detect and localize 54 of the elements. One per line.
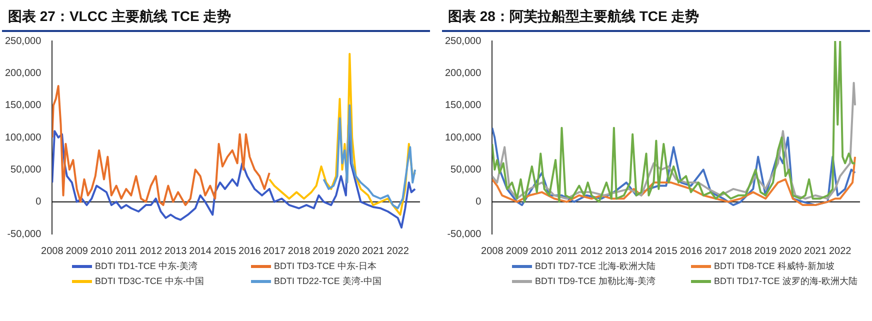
y-tick-label: 250,000 (444, 36, 482, 47)
x-tick-label: 2013 (605, 246, 628, 257)
x-tick-label: 2017 (704, 246, 728, 257)
y-tick-label: 250,000 (4, 36, 42, 47)
x-tick-label: 2012 (140, 246, 162, 257)
x-tick-label: 2009 (506, 246, 529, 257)
y-tick-label: 100,000 (444, 132, 482, 144)
x-tick-label: 2022 (386, 246, 410, 257)
legend-label: BDTI TD8-TCE 科威特-新加坡 (714, 260, 834, 273)
x-tick-label: 2021 (362, 246, 385, 257)
x-tick-label: 2017 (263, 246, 286, 257)
x-tick-label: 2015 (655, 246, 678, 257)
legend-label: BDTI TD9-TCE 加勒比海-美湾 (535, 275, 656, 288)
x-tick-label: 2011 (115, 246, 138, 257)
y-tick-label: 200,000 (444, 68, 482, 79)
y-tick-label: 50,000 (450, 164, 482, 176)
x-tick-label: 2022 (828, 246, 852, 257)
legend-label: BDTI TD1-TCE 中东-美湾 (95, 260, 198, 273)
x-tick-label: 2019 (312, 246, 336, 257)
x-tick-label: 2018 (730, 246, 752, 257)
x-tick-label: 2016 (238, 246, 262, 257)
x-tick-label: 2021 (804, 246, 827, 257)
x-tick-label: 2009 (66, 246, 88, 257)
y-tick-label: 50,000 (10, 164, 42, 176)
y-tick-label: 200,000 (4, 68, 42, 79)
legend-label: BDTI TD3C-TCE 中东-中国 (95, 275, 204, 288)
x-tick-label: 2008 (41, 246, 64, 257)
x-tick-label: 2014 (189, 246, 212, 257)
legend-label: BDTI TD17-TCE 波罗的海-欧洲大陆 (714, 275, 858, 288)
x-tick-label: 2018 (288, 246, 311, 257)
y-tick-label: -50,000 (7, 228, 42, 240)
x-tick-label: 2015 (214, 246, 237, 257)
chart-title: 图表 27：VLCC 主要航线 TCE 走势 (2, 2, 430, 32)
x-tick-label: 2011 (556, 246, 578, 257)
y-tick-label: 100,000 (4, 132, 42, 144)
x-tick-label: 2012 (580, 246, 604, 257)
x-tick-label: 2019 (754, 246, 778, 257)
y-tick-label: 150,000 (444, 100, 482, 112)
y-tick-label: 150,000 (4, 100, 42, 112)
x-tick-label: 2010 (90, 246, 114, 257)
y-tick-label: 0 (476, 196, 482, 208)
chart-title: 图表 28：阿芙拉船型主要航线 TCE 走势 (442, 2, 870, 32)
legend-label: BDTI TD7-TCE 北海-欧洲大陆 (535, 260, 656, 273)
x-tick-label: 2020 (337, 246, 360, 257)
y-tick-label: -50,000 (447, 228, 482, 240)
x-tick-label: 2013 (164, 246, 188, 257)
x-tick-label: 2020 (779, 246, 802, 257)
legend-label: BDTI TD3-TCE 中东-日本 (274, 260, 376, 273)
x-tick-label: 2014 (630, 246, 653, 257)
legend-label: BDTI TD22-TCE 美湾-中国 (274, 275, 382, 288)
y-tick-label: 0 (36, 196, 42, 208)
x-tick-label: 2010 (530, 246, 554, 257)
x-tick-label: 2016 (680, 246, 703, 257)
x-tick-label: 2008 (481, 246, 504, 257)
